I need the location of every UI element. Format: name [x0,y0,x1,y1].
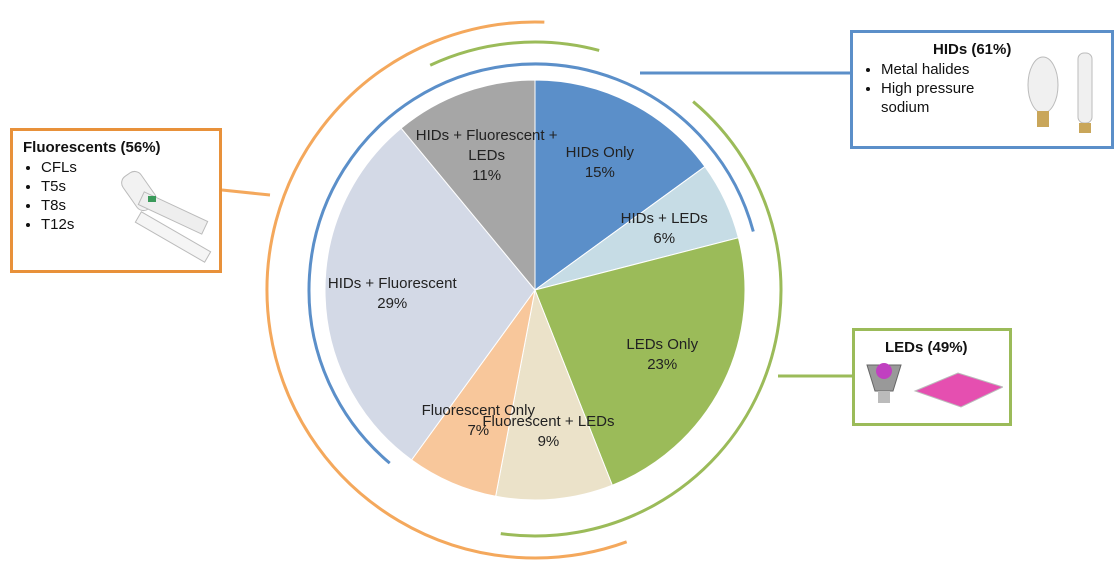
value-label: 7% [467,422,490,440]
slice-label: HIDs Only 15% [515,143,685,183]
group-item: CFLs [41,158,209,177]
group-item: T5s [41,177,209,196]
value-label: 29% [377,295,408,313]
group-item: T12s [41,215,209,234]
category-label: HIDs Only [565,143,634,161]
pie [324,79,746,501]
slice-label: LEDs Only 23% [577,335,747,375]
decoration [221,20,854,560]
category-label: Fluorescent + LEDs [482,413,615,431]
category-label: LEDs Only [626,335,699,353]
value-label: 11% [472,166,502,184]
slice-label: HIDs + LEDs 6% [579,209,749,249]
category-label: HIDs + Fluorescent + LEDs [415,126,558,164]
group-arc [429,40,600,67]
value-label: 6% [653,230,676,248]
group-title: HIDs (61%) [933,41,1012,58]
slice-label: Fluorescent + LEDs 9% [463,412,633,452]
lamp-icon [866,363,1003,408]
lamp-icon [121,170,212,263]
group-title: Fluorescents (56%) [23,139,161,156]
category-label: HIDs + Fluorescent [327,275,457,293]
slice-label: HIDs + Fluorescent + LEDs 11% [402,126,572,186]
group-arc [307,62,755,465]
value-label: 15% [584,163,615,181]
led-box: LEDs (49%) [852,328,1012,426]
value-label: 23% [647,355,678,373]
category-label: Fluorescent Only [421,402,535,420]
group-item: T8s [41,196,209,215]
lamp-icon [1027,52,1093,133]
fluorescent-box: Fluorescents (56%) CFLs T5s T8s T12s [10,128,222,273]
group-item: Metal halides [881,60,1021,79]
group-list: Metal halides High pressure sodium [863,60,1021,117]
pie-slice [534,237,746,486]
pie-slice [534,79,706,291]
slice-label: HIDs + Fluorescent 29% [307,274,477,314]
connector [221,188,271,197]
group-arc [265,20,628,560]
group-list: CFLs T5s T8s T12s [23,158,209,234]
pie-slice [495,288,613,501]
hid-box: HIDs (61%) Metal halides High pressure s… [850,30,1114,149]
category-label: HIDs + LEDs [620,210,708,228]
group-arc [500,100,783,538]
pie-slice [324,127,536,461]
group-title: LEDs (49%) [885,339,968,356]
value-label: 9% [537,433,560,451]
group-item: High pressure sodium [881,79,1021,117]
pie-slice [400,79,536,292]
slice-label: Fluorescent Only 7% [393,401,563,441]
